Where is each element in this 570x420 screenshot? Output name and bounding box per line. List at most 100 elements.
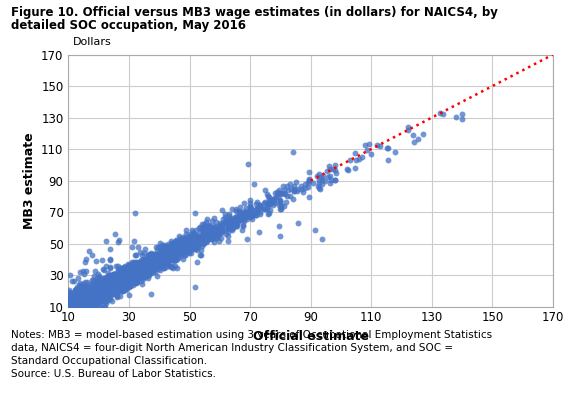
Point [177, 241, 186, 248]
Point [100, 278, 109, 285]
Point [116, 267, 125, 273]
Point [88, 291, 97, 297]
Point [88, 295, 97, 302]
Point [133, 265, 142, 272]
Point [296, 183, 306, 189]
Point [84, 294, 93, 301]
Point [145, 257, 154, 264]
Point [133, 266, 142, 273]
Point [231, 217, 240, 223]
Point [86, 295, 95, 302]
Point [108, 279, 117, 286]
Point [83, 279, 92, 286]
Point [85, 291, 94, 298]
Point [95, 290, 104, 297]
Point [74, 294, 83, 301]
Point [66, 303, 75, 310]
Point [113, 278, 122, 285]
Point [84, 292, 93, 299]
Point [80, 289, 89, 296]
Point [120, 266, 129, 273]
Point [203, 234, 213, 240]
Point [84, 296, 93, 302]
Point [196, 224, 205, 231]
Point [118, 276, 127, 283]
Point [120, 272, 129, 278]
Point [91, 290, 100, 297]
Point [137, 268, 146, 274]
Point [156, 256, 165, 262]
Point [138, 263, 147, 270]
Point [71, 297, 80, 304]
Point [264, 211, 273, 218]
Point [135, 266, 144, 273]
Point [83, 294, 92, 300]
Point [76, 299, 86, 306]
Point [75, 294, 84, 301]
Point [136, 269, 145, 276]
Point [76, 295, 85, 302]
Point [99, 265, 108, 272]
Point [156, 257, 165, 263]
Point [107, 284, 116, 290]
Point [104, 292, 113, 299]
Point [96, 284, 105, 290]
Point [78, 294, 87, 301]
Point [222, 220, 231, 226]
Point [75, 297, 84, 304]
Point [92, 287, 101, 294]
Point [71, 303, 80, 310]
Point [68, 294, 78, 301]
Point [80, 303, 89, 310]
Point [121, 269, 130, 276]
Point [64, 303, 74, 310]
Point [169, 250, 178, 257]
Point [71, 303, 80, 310]
Point [68, 302, 78, 308]
Point [91, 268, 100, 274]
Point [67, 303, 76, 310]
Point [95, 286, 104, 293]
Point [68, 303, 77, 310]
Point [121, 263, 130, 270]
Point [79, 291, 88, 298]
Point [206, 224, 215, 231]
Point [90, 287, 99, 294]
Point [332, 170, 341, 177]
Point [67, 303, 76, 310]
Point [83, 297, 92, 304]
Point [87, 289, 96, 295]
Point [87, 292, 96, 299]
Point [70, 289, 79, 296]
Point [68, 303, 77, 310]
Point [82, 303, 91, 310]
Point [100, 291, 109, 298]
Point [125, 277, 134, 284]
Point [73, 294, 82, 301]
Point [68, 298, 78, 304]
Point [87, 290, 96, 297]
Point [79, 293, 88, 299]
Point [68, 297, 78, 304]
Point [65, 303, 74, 310]
Point [72, 299, 81, 306]
Point [184, 236, 193, 242]
Point [79, 289, 88, 295]
Point [83, 297, 92, 303]
Point [85, 297, 94, 304]
Point [227, 226, 236, 232]
Point [98, 284, 107, 291]
Point [64, 303, 74, 310]
Point [125, 274, 134, 281]
Point [113, 281, 123, 287]
Point [121, 277, 130, 284]
Point [64, 303, 74, 310]
Point [113, 266, 123, 273]
Point [115, 282, 124, 289]
Point [140, 269, 149, 276]
Point [133, 260, 142, 266]
Point [164, 255, 173, 262]
Point [200, 234, 209, 241]
Point [75, 287, 84, 294]
Point [175, 239, 184, 246]
